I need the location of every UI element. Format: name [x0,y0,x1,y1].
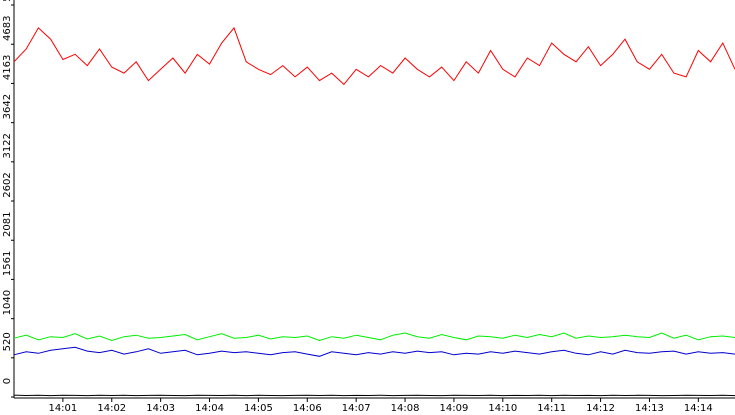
series-line [13,394,735,397]
y-tick-label: 0 [2,378,13,384]
y-tick-label: 4683 [2,16,13,41]
y-tick-label: 3122 [2,133,13,158]
y-tick-label: 520 [2,332,13,351]
y-tick-label: 2081 [2,212,13,237]
y-tick-label: 3642 [2,94,13,119]
x-tick-label: 14:06 [293,403,322,414]
x-tick-label: 14:12 [586,403,615,414]
y-tick-label: 2602 [2,172,13,197]
x-tick-label: 14:08 [391,403,420,414]
y-tick-label: 1040 [2,290,13,315]
x-tick-label: 14:14 [684,403,713,414]
x-tick-label: 14:01 [48,403,77,414]
x-tick-label: 14:03 [146,403,175,414]
x-tick-label: 14:04 [195,403,224,414]
series-line [13,26,735,86]
x-tick-label: 14:11 [537,403,566,414]
series-line [13,332,735,342]
x-tick-label: 14:09 [440,403,469,414]
x-tick-label: 14:13 [635,403,664,414]
y-tick-label: 5204 [2,0,13,2]
x-tick-label: 14:10 [488,403,517,414]
y-tick-label: 4163 [2,55,13,80]
y-tick-label: 1561 [2,251,13,276]
x-tick-label: 14:02 [97,403,126,414]
x-tick-label: 14:05 [244,403,273,414]
x-tick-label: 14:07 [342,403,371,414]
series-line [13,346,735,357]
